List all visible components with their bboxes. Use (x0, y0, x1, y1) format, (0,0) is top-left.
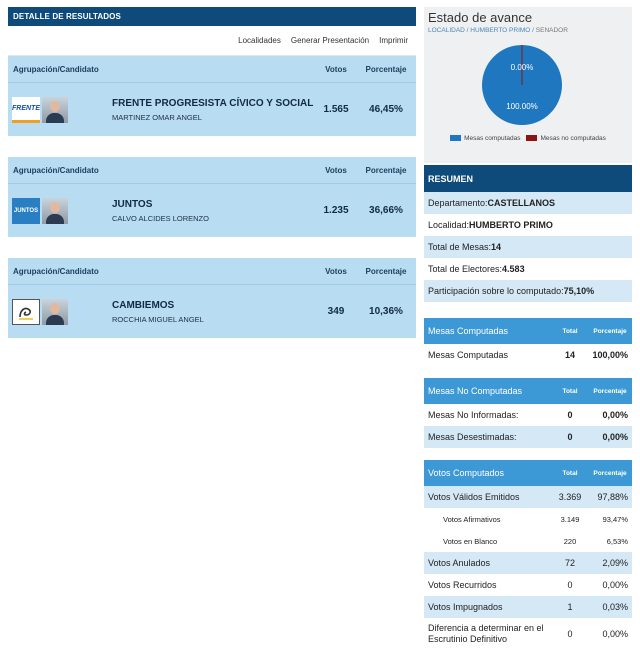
column-votes-label: Votos (325, 165, 347, 175)
party-block: Agrupación/Candidato Votos Porcentaje CA… (8, 258, 416, 338)
generar-presentacion-link[interactable]: Generar Presentación (290, 36, 370, 45)
candidate-photo (42, 96, 68, 123)
column-party-label: Agrupación/Candidato (13, 165, 99, 175)
party-percentage: 46,45% (369, 104, 403, 115)
imprimir-link[interactable]: Imprimir (379, 36, 408, 45)
party-logo: JUNTOS (12, 197, 40, 224)
candidate-name: CALVO ALCIDES LORENZO (112, 213, 209, 223)
table-row: Votos Válidos Emitidos 3.369 97,88% (424, 486, 632, 508)
pie-label-computadas: 100.00% (506, 102, 538, 111)
localidades-link[interactable]: Localidades (238, 36, 281, 45)
party-votes: 1.565 (323, 104, 349, 115)
party-column-header: Agrupación/Candidato Votos Porcentaje (8, 157, 416, 183)
party-column-header: Agrupación/Candidato Votos Porcentaje (8, 56, 416, 82)
column-pct-label: Porcentaje (365, 64, 407, 74)
breadcrumb-senador: SENADOR (535, 27, 568, 34)
progress-status-panel: Estado de avance LOCALIDAD / HUMBERTO PR… (424, 7, 632, 163)
resumen-departamento: Departamento: CASTELLANOS (424, 192, 632, 214)
table-row: Mesas Computadas 14 100,00% (428, 350, 628, 360)
legend-computadas[interactable]: Mesas computadas (450, 135, 520, 142)
table-row: Mesas Desestimadas: 0 0,00% (424, 426, 632, 448)
candidate-name: MARTINEZ OMAR ANGEL (112, 112, 202, 122)
resumen-localidad: Localidad: HUMBERTO PRIMO (424, 214, 632, 236)
breadcrumb: LOCALIDAD / HUMBERTO PRIMO / SENADOR (428, 27, 568, 34)
cambiemos-logo-icon (19, 307, 33, 320)
column-pct-label: Porcentaje (365, 165, 407, 175)
party-column-header: Agrupación/Candidato Votos Porcentaje (8, 258, 416, 284)
pie-legend: Mesas computadas Mesas no computadas (428, 135, 628, 142)
party-name: CAMBIEMOS (112, 299, 175, 311)
resumen-header: RESUMEN (424, 165, 632, 192)
table-row: Votos Impugnados 1 0,03% (424, 596, 632, 618)
resumen-total-electores: Total de Electores: 4.583 (424, 258, 632, 280)
mesas-computadas-header: Mesas Computadas Total Porcentaje (424, 318, 632, 344)
mesas-no-computadas-header: Mesas No Computadas Total Porcentaje (424, 378, 632, 404)
breadcrumb-localidad[interactable]: LOCALIDAD (428, 27, 465, 34)
party-percentage: 10,36% (369, 306, 403, 317)
table-row: Votos en Blanco 220 6,53% (443, 536, 628, 546)
column-votes-label: Votos (325, 266, 347, 276)
progress-pie-chart: 0.00% 100.00% (424, 37, 632, 133)
breadcrumb-humberto-primo[interactable]: HUMBERTO PRIMO (470, 27, 531, 34)
table-row: Votos Recurridos 0 0,00% (428, 580, 628, 590)
party-logo: FRENTE (12, 96, 40, 123)
results-detail-panel: DETALLE DE RESULTADOS Localidades Genera… (8, 7, 416, 338)
column-party-label: Agrupación/Candidato (13, 266, 99, 276)
results-detail-header: DETALLE DE RESULTADOS (8, 7, 416, 26)
column-party-label: Agrupación/Candidato (13, 64, 99, 74)
column-votes-label: Votos (325, 64, 347, 74)
candidate-photo (42, 197, 68, 224)
column-pct-label: Porcentaje (365, 266, 407, 276)
table-row: Diferencia a determinar en el Escrutinio… (428, 623, 628, 644)
mesas-no-computadas-table: Mesas No Computadas Total Porcentaje Mes… (424, 378, 632, 448)
results-detail-links: Localidades Generar Presentación Imprimi… (8, 26, 416, 56)
mesas-computadas-table: Mesas Computadas Total Porcentaje Mesas … (424, 318, 632, 366)
summary-panel: Estado de avance LOCALIDAD / HUMBERTO PR… (424, 7, 632, 649)
party-block: Agrupación/Candidato Votos Porcentaje FR… (8, 56, 416, 136)
candidate-name: ROCCHIA MIGUEL ANGEL (112, 314, 204, 324)
party-row[interactable]: FRENTE FRENTE PROGRESISTA CÍVICO Y SOCIA… (8, 82, 416, 136)
table-row: Votos Afirmativos 3.149 93,47% (443, 514, 628, 524)
pie-label-no-computadas: 0.00% (511, 63, 534, 72)
table-row: Votos Anulados 72 2,09% (424, 552, 632, 574)
resumen-participacion: Participación sobre lo computado: 75,10% (424, 280, 632, 302)
candidate-photo (42, 298, 68, 325)
resumen-total-mesas: Total de Mesas: 14 (424, 236, 632, 258)
party-percentage: 36,66% (369, 205, 403, 216)
party-name: JUNTOS (112, 198, 153, 210)
votos-computados-header: Votos Computados Total Porcentaje (424, 460, 632, 486)
party-votes: 349 (327, 306, 345, 317)
party-row[interactable]: CAMBIEMOS ROCCHIA MIGUEL ANGEL 349 10,36… (8, 284, 416, 338)
party-logo (12, 298, 40, 325)
votos-computados-table: Votos Computados Total Porcentaje Votos … (424, 460, 632, 649)
party-votes: 1.235 (323, 205, 349, 216)
table-row: Mesas No Informadas: 0 0,00% (428, 410, 628, 420)
progress-status-title: Estado de avance (428, 10, 533, 25)
legend-no-computadas[interactable]: Mesas no computadas (526, 135, 606, 142)
party-block: Agrupación/Candidato Votos Porcentaje JU… (8, 157, 416, 237)
party-name: FRENTE PROGRESISTA CÍVICO Y SOCIAL (112, 97, 314, 109)
party-row[interactable]: JUNTOS JUNTOS CALVO ALCIDES LORENZO 1.23… (8, 183, 416, 237)
